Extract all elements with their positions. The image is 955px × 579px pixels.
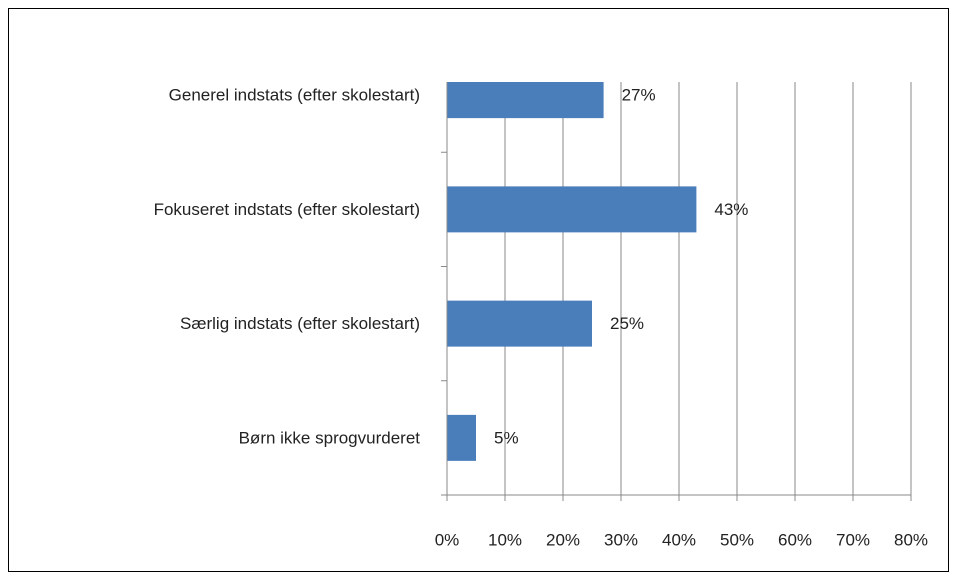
x-tick-label: 60% [778, 530, 812, 549]
y-tick-label: Særlig indstats (efter skolestart) [180, 314, 420, 333]
x-tick-label: 70% [836, 530, 870, 549]
x-tick-label: 10% [488, 530, 522, 549]
data-label: 25% [610, 314, 644, 333]
x-tick-label: 0% [435, 530, 460, 549]
y-tick-label: Fokuseret indstats (efter skolestart) [154, 200, 420, 219]
bar [447, 186, 697, 233]
data-label: 43% [714, 200, 748, 219]
data-label: 27% [622, 86, 656, 105]
bar [447, 82, 604, 119]
x-tick-label: 80% [894, 530, 928, 549]
y-tick-label: Børn ikke sprogvurderet [239, 428, 421, 447]
x-tick-label: 40% [662, 530, 696, 549]
data-label: 5% [494, 428, 519, 447]
x-tick-label: 50% [720, 530, 754, 549]
plot-area [447, 82, 912, 495]
bar [447, 300, 592, 347]
x-tick-label: 30% [604, 530, 638, 549]
y-tick-label: Generel indstats (efter skolestart) [169, 86, 420, 105]
x-tick-label: 20% [546, 530, 580, 549]
bar [447, 414, 476, 461]
